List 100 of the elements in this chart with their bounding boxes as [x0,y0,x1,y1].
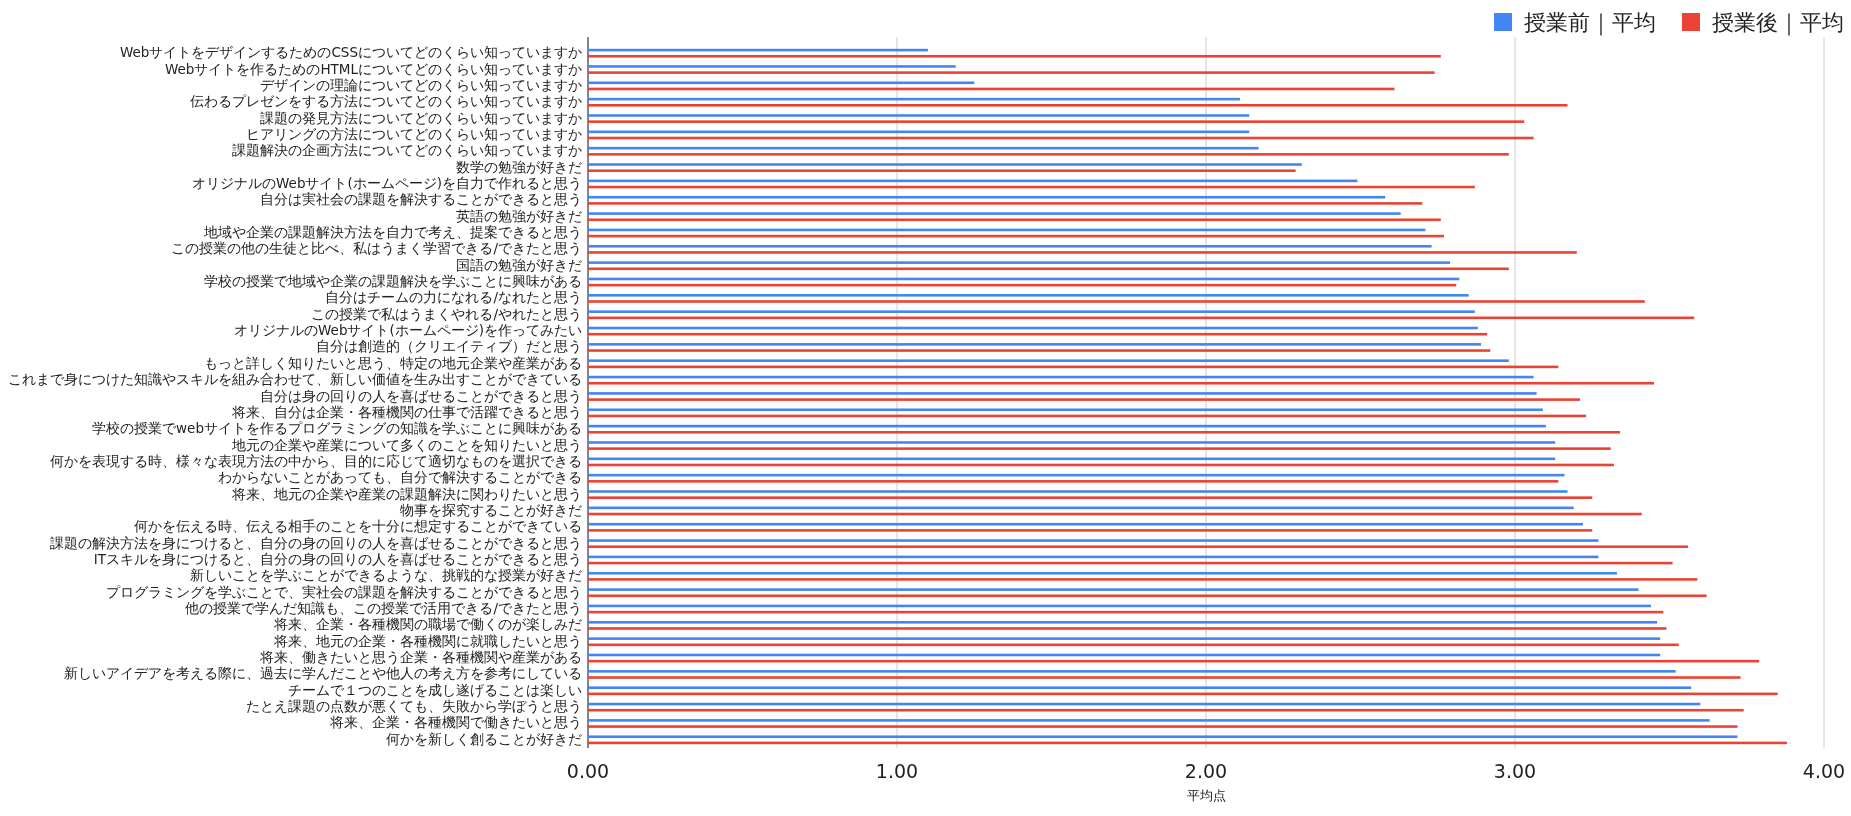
bar [588,294,1469,297]
bar [588,343,1482,346]
bar [588,244,1432,248]
bar [588,195,1386,199]
y-tick-label: 物事を探究することが好きだ [400,501,582,518]
y-tick-label: たとえ課題の点数が悪くても、失敗から学ぼうと思う [246,698,582,715]
y-tick-label: この授業で私はうまくやれる/やれたと思う [311,305,582,322]
bar [588,725,1738,728]
y-tick-label: 他の授業で学んだ知識も、この授業で活用できる/できたと思う [185,600,582,617]
y-tick-label: 学校の授業で地域や企業の課題解決を学ぶことに興味がある [204,273,582,290]
bar [588,441,1556,444]
y-tick-label: 自分は創造的（クリエイティブ）だと思う [316,338,582,355]
bar [588,392,1537,395]
bar [588,251,1577,254]
y-tick-label: 地元の企業や産業について多くのことを知りたいと思う [231,436,582,453]
x-axis-title: 平均点 [1186,788,1226,803]
bar [588,430,1621,434]
y-tick-label: 課題の解決方法を身につけると、自分の身の回りの人を喜ばせることができると思う [50,534,582,551]
bar [588,578,1698,581]
bar [588,310,1475,313]
bar [588,735,1738,739]
bar [588,398,1580,401]
bar [588,163,1302,166]
y-tick-label: この授業の他の生徒と比べ、私はうまく学習できる/できたと思う [171,240,582,257]
y-tick-label: 課題の発見方法についてどのくらい知っていますか [260,109,582,126]
bar [588,588,1639,591]
bar [588,81,975,85]
bar [588,349,1491,352]
bar [588,300,1645,303]
bar [588,447,1611,450]
y-tick-label: チームで１つのことを成し遂げることは楽しい [288,681,582,698]
bar [588,218,1441,222]
y-tick-label: 将来、働きたいと思う企業・各種機関や産業がある [259,649,582,666]
bar [588,627,1667,630]
bar [588,594,1707,598]
bar [588,496,1593,499]
y-tick-label: 将来、地元の企業や産業の課題解決に関わりたいと思う [231,485,582,502]
y-tick-label: 将来、自分は企業・各種機関の仕事で活躍できると思う [231,403,582,420]
bar [588,676,1741,679]
bar [588,571,1617,575]
bar [588,267,1509,271]
bar [588,522,1583,526]
bar [588,408,1543,412]
x-tick-label: 4.00 [1802,760,1846,782]
y-tick-label: 自分は実社会の課題を解決することができると思う [260,191,582,208]
bar [588,120,1525,123]
bar [588,65,956,68]
y-tick-label: プログラミングを学ぶことで、実社会の課題を解決することができると思う [106,583,582,600]
bar [588,114,1250,117]
y-tick-label: 英語の勉強が好きだ [456,207,582,224]
bar [588,621,1658,624]
bar [588,670,1676,673]
y-tick-label: わからないことがあっても、自分で解決することができる [218,469,582,486]
y-tick-label: もっと詳しく知りたいと思う、特定の地元企業や産業がある [204,354,582,371]
y-tick-label: 地域や企業の課題解決方法を自力で考え、提案できると思う [203,224,582,241]
y-tick-label: 新しいアイデアを考える際に、過去に学んだことや他人の考え方を参考にしている [64,665,582,682]
x-tick-label: 1.00 [875,760,919,782]
y-tick-label: 将来、企業・各種機関の職場で働くのが楽しみだ [273,616,582,633]
bar [588,686,1692,689]
bar [588,212,1401,215]
y-tick-label: これまで身につけた知識やスキルを組み合わせて、新しい価値を生み出すことができている [8,371,582,388]
bar [588,637,1661,640]
bar [588,202,1423,205]
bar [588,545,1689,549]
bar [588,490,1568,493]
y-tick-label: 課題解決の企画方法についてどのくらい知っていますか [232,142,582,159]
bar [588,381,1655,385]
y-tick-label: 数学の勉強が好きだ [456,158,582,175]
y-tick-label: 自分はチームの力になれる/なれたと思う [325,289,582,306]
y-tick-label: 学校の授業でwebサイトを作るプログラミングの知識を学ぶことに興味がある [92,420,582,437]
y-tick-label: 伝わるプレゼンをする方法についてどのくらい知っていますか [190,93,582,110]
bar [588,261,1451,264]
y-tick-label: 自分は身の回りの人を喜ばせることができると思う [260,387,582,404]
y-tick-label: オリジナルのWebサイト(ホームページ)を作ってみたい [234,322,582,339]
y-tick-label: オリジナルのWebサイト(ホームページ)を自力で作れると思う [192,174,582,191]
x-tick-label: 0.00 [566,760,610,782]
y-tick-label: 国語の勉強が好きだ [456,256,582,273]
y-tick-label: 新しいことを学ぶことができるような、挑戦的な授業が好きだ [190,567,582,584]
bar [588,153,1509,156]
bar [588,529,1593,532]
x-tick-label: 2.00 [1184,760,1228,782]
y-tick-label: 将来、地元の企業・各種機関に就職したいと思う [273,632,582,649]
bar [588,71,1435,74]
bar [588,539,1599,542]
bar [588,169,1296,172]
bar [588,104,1568,107]
bar [588,708,1744,712]
y-tick-label: ITスキルを身につけると、自分の身の回りの人を喜ばせることができると思う [93,550,582,567]
x-tick-label: 3.00 [1493,760,1537,782]
bar [588,719,1710,722]
bar [588,359,1509,363]
y-tick-label: WebサイトをデザインするためのCSSについてどのくらい知っていますか [120,44,582,61]
y-tick-label: デザインの理論についてどのくらい知っていますか [260,76,582,93]
y-tick-label: 何かを新しく創ることが好きだ [386,730,582,747]
y-tick-label: 何かを伝える時、伝える相手のことを十分に想定することができている [134,518,582,535]
y-tick-label: 何かを表現する時、様々な表現方法の中から、目的に応じて適切なものを選択できる [50,452,582,469]
bar [588,54,1441,58]
y-tick-label: Webサイトを作るためのHTMLについてどのくらい知っていますか [165,60,582,77]
legend-label: 授業前｜平均 [1524,10,1656,36]
y-tick-label: ヒアリングの方法についてどのくらい知っていますか [246,125,582,142]
